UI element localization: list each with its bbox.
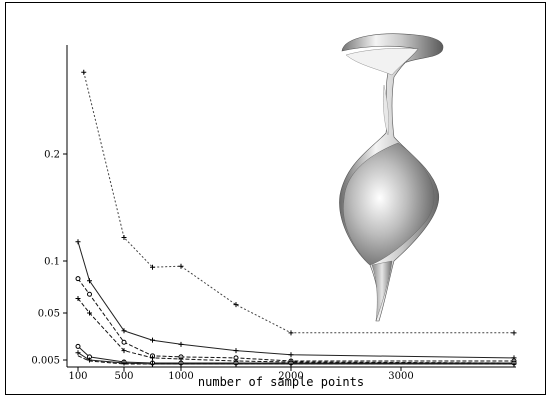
data-point <box>150 337 155 343</box>
series-line <box>77 346 514 364</box>
series-2 <box>75 239 517 361</box>
data-point <box>178 341 184 347</box>
series-line <box>77 241 515 359</box>
x-tick-label: 2000 <box>278 371 303 382</box>
twisted-surface-render <box>339 33 444 322</box>
data-point <box>87 357 92 363</box>
data-point <box>121 339 127 345</box>
x-axis-title: number of sample points <box>198 375 364 389</box>
axes <box>66 45 516 368</box>
data-point <box>121 348 127 354</box>
series-line <box>77 278 514 362</box>
data-point <box>233 348 239 354</box>
data-point <box>87 291 92 297</box>
data-point <box>75 239 81 245</box>
data-point <box>288 352 294 358</box>
series-line <box>77 355 514 365</box>
y-tick-label: 0.05 <box>38 309 60 320</box>
data-point <box>233 302 239 308</box>
x-tick-label: 100 <box>68 371 87 382</box>
data-point <box>75 350 81 356</box>
data-point <box>150 355 155 361</box>
x-tick-label: 1000 <box>168 371 193 382</box>
data-point <box>75 343 81 349</box>
line-chart: 100 500 1000 2000 3000 0.005 0.05 0.1 0.2 number… <box>31 33 517 389</box>
data-point <box>178 263 184 269</box>
data-point <box>75 276 81 282</box>
data-point <box>288 330 294 336</box>
y-tick-label: 0.1 <box>44 257 60 268</box>
series-7 <box>77 355 514 365</box>
data-point <box>121 360 127 366</box>
data-point <box>75 295 81 301</box>
data-point <box>87 278 92 284</box>
y-tick-label: 0.005 <box>31 356 60 367</box>
x-tick-label: 500 <box>114 371 133 382</box>
series-line <box>83 72 514 334</box>
x-tick-label: 3000 <box>388 371 413 382</box>
series-3 <box>75 276 517 364</box>
y-tick-label: 0.2 <box>44 150 60 161</box>
data-point <box>121 328 127 334</box>
data-point <box>150 264 155 270</box>
figure-frame: 100 500 1000 2000 3000 0.005 0.05 0.1 0.2 number… <box>5 2 546 395</box>
data-point <box>81 69 87 75</box>
series-1 <box>81 69 517 336</box>
data-point <box>87 310 92 316</box>
data-point <box>121 234 127 240</box>
series-line <box>77 298 515 364</box>
data-point <box>511 330 517 336</box>
